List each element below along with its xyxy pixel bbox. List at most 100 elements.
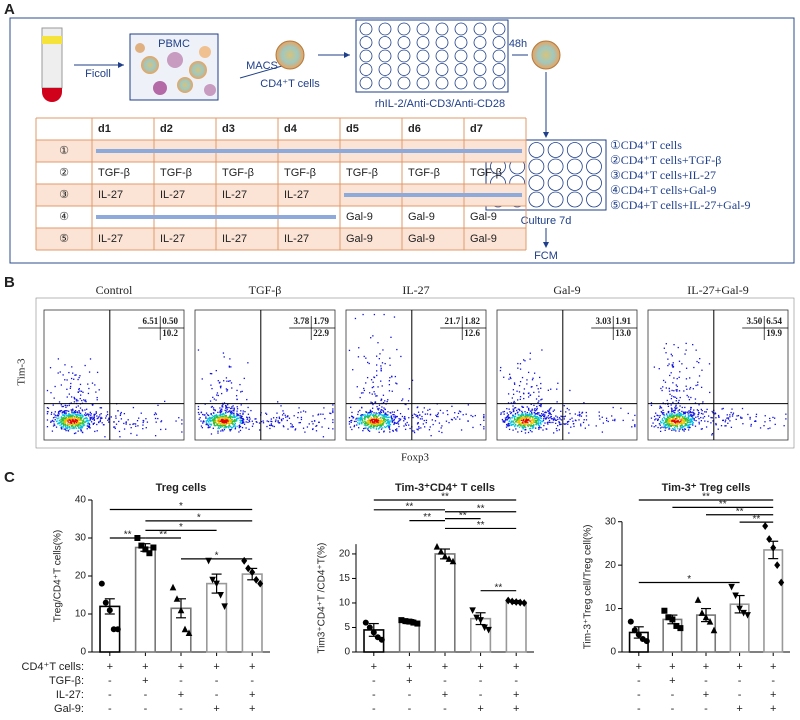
cell-event	[210, 412, 212, 415]
cell-event	[208, 416, 211, 419]
cell-event	[231, 412, 233, 414]
cell-event	[55, 426, 58, 428]
cell-event	[82, 416, 84, 418]
cell-event	[568, 420, 570, 423]
data-point	[370, 629, 377, 636]
cell-event	[627, 412, 629, 415]
cell-event	[365, 425, 367, 427]
cell-event	[230, 428, 232, 431]
cell-event	[378, 431, 380, 433]
cell-event	[689, 418, 692, 420]
cell-event	[211, 373, 213, 375]
cell-event	[137, 425, 139, 427]
cell-event	[380, 426, 382, 428]
cell-event	[399, 418, 402, 420]
cell-event	[690, 415, 692, 417]
data-point	[521, 599, 528, 607]
cell-event	[693, 417, 695, 420]
cell-event	[395, 382, 397, 384]
cell-event	[503, 376, 505, 378]
cell-event	[393, 422, 395, 424]
cell-event	[60, 423, 63, 425]
cell-event	[316, 424, 318, 427]
cell-event	[671, 395, 673, 397]
cell-event	[350, 421, 352, 424]
cell-event	[769, 420, 771, 422]
cell-event	[224, 416, 226, 418]
table-cell: IL-27	[160, 233, 185, 245]
cell-event	[348, 349, 351, 352]
cell-event	[677, 428, 679, 430]
cell-event	[67, 424, 70, 426]
cell-event	[667, 405, 670, 408]
cell-event	[530, 423, 532, 425]
cell-event	[523, 416, 525, 418]
cell-event	[694, 402, 697, 404]
cell-event	[676, 423, 678, 426]
cell-event	[64, 411, 66, 413]
cell-event	[215, 369, 217, 372]
cell-event	[736, 415, 738, 417]
cell-event	[675, 417, 677, 419]
cell-event	[348, 420, 351, 423]
cell-event	[233, 424, 235, 426]
panel-label: C	[4, 469, 15, 486]
cell-event	[136, 420, 139, 422]
quadrant-value: 1.82	[464, 316, 480, 326]
cell-event	[516, 412, 519, 414]
cell-event	[222, 422, 224, 424]
cell-event	[213, 417, 216, 419]
cell-event	[368, 418, 370, 420]
cell-event	[513, 407, 516, 409]
cell-event	[62, 416, 64, 419]
cell-event	[527, 419, 529, 421]
y-tick-label: 0	[610, 647, 616, 658]
cell-event	[239, 415, 241, 417]
cell-event	[83, 399, 85, 401]
cell-event	[353, 424, 356, 427]
cell-event	[665, 427, 667, 429]
cell-event	[217, 419, 220, 421]
cell-event	[377, 415, 380, 417]
cell-event	[238, 426, 240, 429]
cell-event	[667, 403, 669, 405]
plot-title: TGF-β	[249, 283, 282, 297]
cell-event	[223, 428, 226, 431]
cell-event	[668, 420, 670, 423]
data-point	[740, 609, 747, 617]
cell-event	[660, 411, 662, 413]
cell-event	[483, 413, 485, 416]
cell-event	[372, 426, 374, 429]
cell-event	[697, 410, 699, 412]
cell-event	[555, 415, 557, 417]
cell-event	[421, 411, 424, 413]
cell-event	[518, 414, 520, 416]
treatment-label: TGF-β:	[49, 675, 84, 687]
cell-event	[322, 413, 324, 415]
cell-event	[529, 421, 532, 423]
cell-event	[62, 405, 64, 408]
cell-event	[542, 414, 544, 416]
cell-event	[514, 383, 516, 385]
cell-event	[77, 424, 79, 426]
cell-event	[663, 413, 665, 416]
cell-event	[66, 417, 68, 420]
cell-event	[518, 416, 520, 419]
cell-event	[517, 431, 519, 433]
cell-event	[681, 423, 683, 425]
cell-event	[374, 417, 376, 419]
cell-event	[227, 420, 229, 422]
cell-event	[673, 344, 675, 346]
cell-event	[678, 421, 680, 423]
cell-event	[653, 366, 656, 368]
cell-event	[209, 419, 212, 422]
cell-event	[60, 417, 62, 419]
cell-event	[662, 386, 664, 388]
cell-event	[363, 355, 365, 358]
cell-event	[218, 422, 220, 424]
cell-event	[522, 412, 524, 415]
cell-event	[219, 414, 222, 417]
cell-event	[219, 385, 222, 388]
cell-event	[59, 410, 61, 412]
cell-event	[268, 424, 271, 426]
